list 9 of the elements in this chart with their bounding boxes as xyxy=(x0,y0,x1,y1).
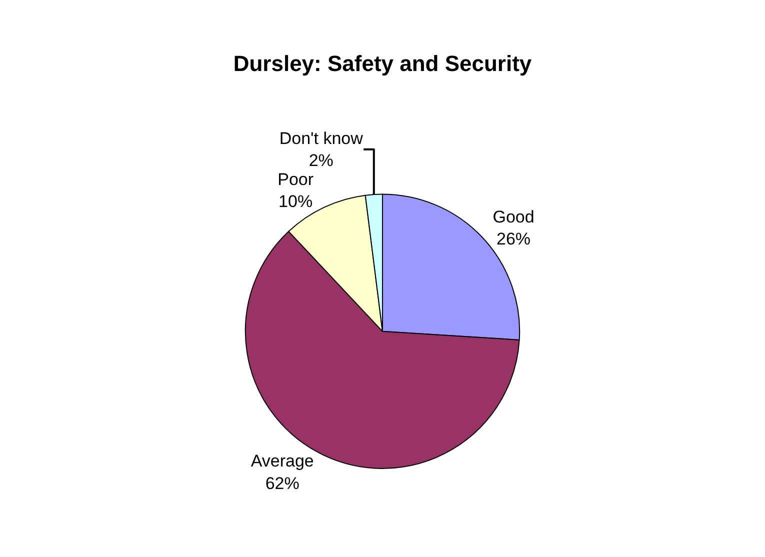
slice-label: Poor xyxy=(278,170,314,189)
data-label: 10% xyxy=(278,192,313,212)
data-label: 62% xyxy=(265,474,300,493)
slice-label: Good xyxy=(492,207,534,226)
chart-title: Dursley: Safety and Security xyxy=(233,51,532,76)
slice-label: Average xyxy=(250,452,314,471)
data-label: 2% xyxy=(308,150,334,170)
data-label: 26% xyxy=(496,229,531,248)
slice-label: Don't know xyxy=(279,128,364,148)
